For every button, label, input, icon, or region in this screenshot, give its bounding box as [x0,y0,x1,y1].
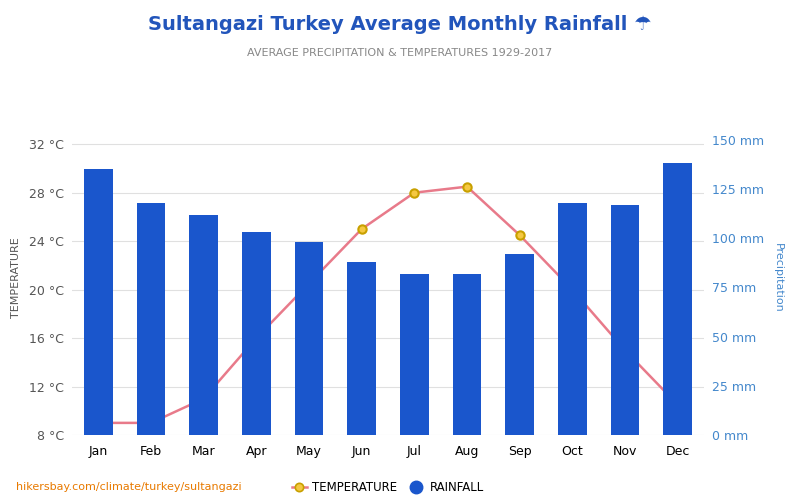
Bar [137,202,166,435]
Text: Sultangazi Turkey Average Monthly Rainfall ☂: Sultangazi Turkey Average Monthly Rainfa… [148,15,652,34]
Y-axis label: Precipitation: Precipitation [774,242,783,312]
Bar [505,254,534,435]
Bar [294,242,323,435]
Bar [400,274,429,435]
Text: hikersbay.com/climate/turkey/sultangazi: hikersbay.com/climate/turkey/sultangazi [16,482,242,492]
Bar [189,214,218,435]
Bar [453,274,482,435]
Bar [84,169,113,435]
Bar [242,232,271,435]
Legend: TEMPERATURE, RAINFALL: TEMPERATURE, RAINFALL [288,476,488,498]
Bar [558,202,587,435]
Text: AVERAGE PRECIPITATION & TEMPERATURES 1929-2017: AVERAGE PRECIPITATION & TEMPERATURES 192… [247,48,553,58]
Bar [663,164,692,435]
Y-axis label: TEMPERATURE: TEMPERATURE [11,237,21,318]
Bar [610,204,639,435]
Bar [347,262,376,435]
